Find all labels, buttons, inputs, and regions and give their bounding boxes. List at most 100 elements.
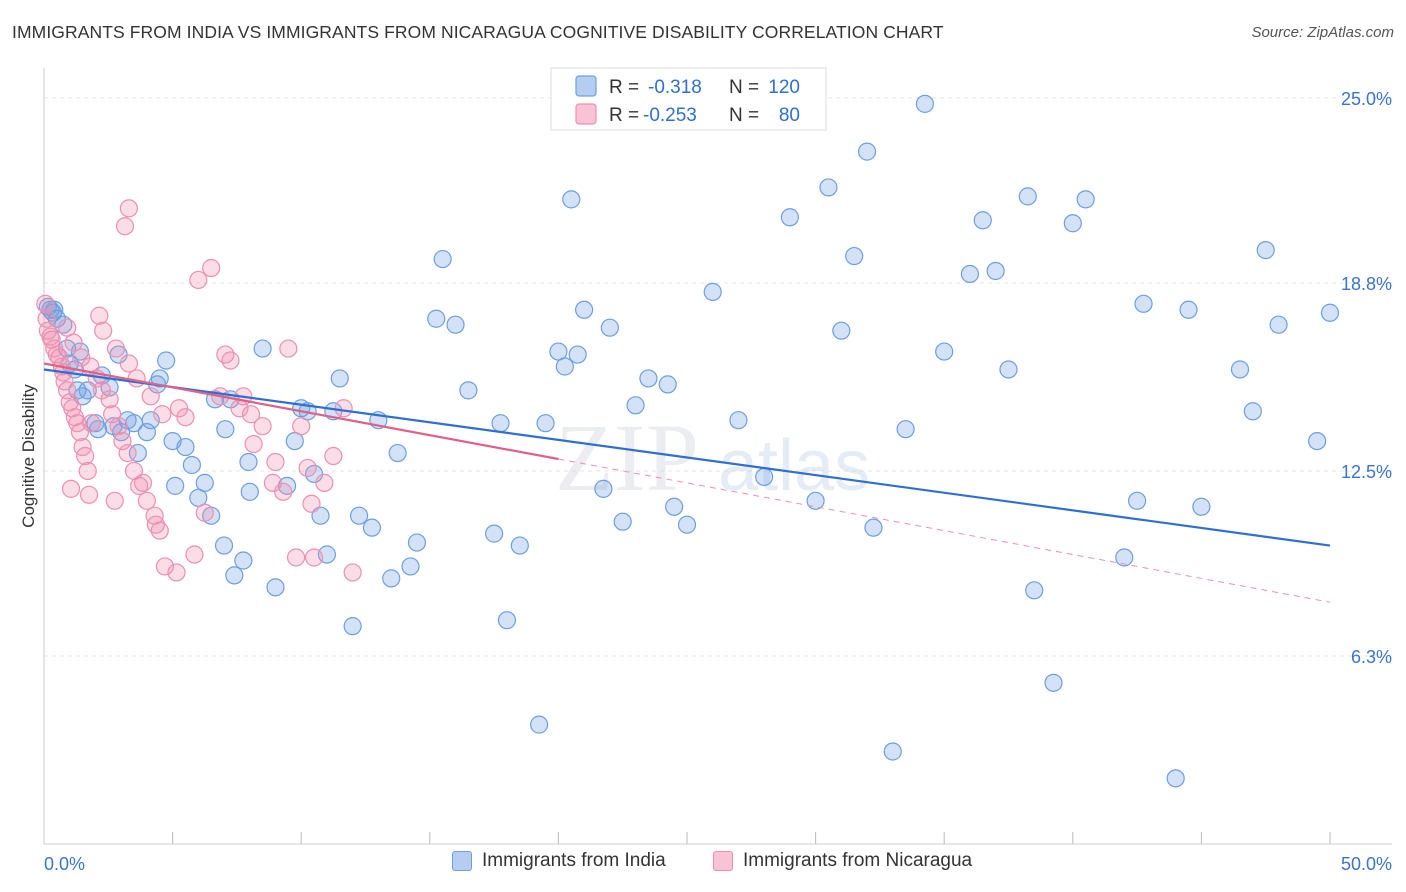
india-point-90 <box>819 178 838 197</box>
india-point-111 <box>1166 769 1185 788</box>
india-point-65 <box>459 381 478 400</box>
nicaragua-point-78 <box>334 399 353 418</box>
nicaragua-point-68 <box>195 503 214 522</box>
india-point-99 <box>960 264 980 284</box>
legend-swatch-india <box>575 75 597 97</box>
nicaragua-point-56 <box>324 446 343 466</box>
india-point-103 <box>1018 187 1037 206</box>
india-point-106 <box>1063 214 1082 233</box>
nicaragua-point-74 <box>274 482 293 501</box>
legend-n-value-india: 120 <box>768 77 800 98</box>
india-point-102 <box>999 360 1018 379</box>
india-point-87 <box>755 467 774 487</box>
nicaragua-point-75 <box>286 548 306 567</box>
legend-swatch-nicaragua <box>575 103 597 125</box>
india-point-26 <box>157 351 176 370</box>
nicaragua-point-45 <box>189 270 208 290</box>
nicaragua-point-37 <box>94 321 113 340</box>
india-point-77 <box>594 479 613 498</box>
india-point-31 <box>182 455 201 475</box>
india-point-44 <box>266 578 285 597</box>
legend-n-label-nicaragua: N = <box>729 105 759 126</box>
nicaragua-point-62 <box>105 491 124 510</box>
nicaragua-point-6 <box>47 345 66 364</box>
india-point-58 <box>382 569 401 588</box>
india-point-61 <box>407 533 427 552</box>
nicaragua-point-44 <box>176 408 195 427</box>
nicaragua-point-0 <box>36 294 55 313</box>
india-point-119 <box>1320 303 1340 322</box>
nicaragua-trend-extension <box>558 458 1331 603</box>
legend-n-label-india: N = <box>729 77 759 98</box>
india-point-74 <box>562 190 581 209</box>
india-point-73 <box>555 357 574 376</box>
india-point-55 <box>349 506 369 525</box>
legend-item-nicaragua: Immigrants from Nicaragua <box>713 850 972 872</box>
nicaragua-point-66 <box>167 563 186 582</box>
legend-label-nicaragua: Immigrants from Nicaragua <box>743 850 973 871</box>
nicaragua-point-64 <box>146 515 165 534</box>
india-point-114 <box>1230 360 1250 379</box>
top-legend: R = -0.318 N = 120 R = -0.253 N = 80 <box>550 67 827 131</box>
india-trend-line <box>43 368 1331 547</box>
nicaragua-point-26 <box>100 390 119 409</box>
nicaragua-point-51 <box>266 452 285 472</box>
india-point-1 <box>41 300 60 319</box>
india-point-68 <box>497 611 517 630</box>
india-point-75 <box>568 345 587 364</box>
india-point-118 <box>1308 432 1327 451</box>
nicaragua-point-58 <box>119 199 138 218</box>
india-point-78 <box>600 318 619 337</box>
gridlines <box>44 97 1392 657</box>
india-point-117 <box>1269 315 1288 334</box>
india-point-24 <box>141 411 160 430</box>
y-tick-label-0: 6.3% <box>1351 647 1392 667</box>
data-points <box>36 94 1340 788</box>
nicaragua-point-76 <box>302 494 321 513</box>
nicaragua-point-47 <box>221 351 240 370</box>
nicaragua-point-41 <box>141 387 160 406</box>
legend-item-india: Immigrants from India <box>452 850 666 872</box>
nicaragua-point-77 <box>315 473 334 492</box>
nicaragua-point-3 <box>41 327 60 346</box>
india-point-66 <box>485 524 504 543</box>
nicaragua-trend-line <box>43 362 559 461</box>
axes <box>43 68 1392 845</box>
nicaragua-point-11 <box>58 381 77 400</box>
nicaragua-point-60 <box>61 479 81 498</box>
nicaragua-point-46 <box>202 258 221 278</box>
nicaragua-point-21 <box>64 333 83 352</box>
india-point-93 <box>857 142 877 161</box>
india-point-64 <box>446 315 465 334</box>
india-point-107 <box>1076 190 1095 209</box>
india-point-84 <box>677 515 697 534</box>
india-point-59 <box>388 443 407 463</box>
india-point-91 <box>832 321 851 340</box>
india-point-67 <box>491 414 510 433</box>
india-point-98 <box>935 342 954 361</box>
y-axis-label: Cognitive Disability <box>19 384 38 528</box>
india-point-69 <box>510 536 529 555</box>
india-point-60 <box>401 557 420 576</box>
nicaragua-point-73 <box>263 473 283 492</box>
india-point-95 <box>883 742 902 761</box>
india-point-82 <box>658 375 677 394</box>
india-point-76 <box>575 300 594 319</box>
nicaragua-point-38 <box>106 339 126 358</box>
legend-r-value-nicaragua: -0.253 <box>643 105 697 126</box>
india-point-112 <box>1179 300 1198 319</box>
nicaragua-point-72 <box>244 434 263 454</box>
bottom-legend: Immigrants from India Immigrants from Ni… <box>0 850 1406 880</box>
nicaragua-point-40 <box>127 369 146 388</box>
y-tick-label-2: 18.8% <box>1341 274 1392 294</box>
india-point-23 <box>137 423 156 442</box>
india-point-70 <box>530 715 549 734</box>
india-point-42 <box>239 452 258 472</box>
india-point-54 <box>343 617 362 636</box>
nicaragua-point-79 <box>343 563 362 582</box>
y-tick-label-1: 12.5% <box>1341 462 1392 482</box>
india-point-29 <box>166 476 185 495</box>
nicaragua-point-53 <box>292 417 311 436</box>
india-point-94 <box>864 518 883 537</box>
legend-r-value-india: -0.318 <box>648 77 702 98</box>
